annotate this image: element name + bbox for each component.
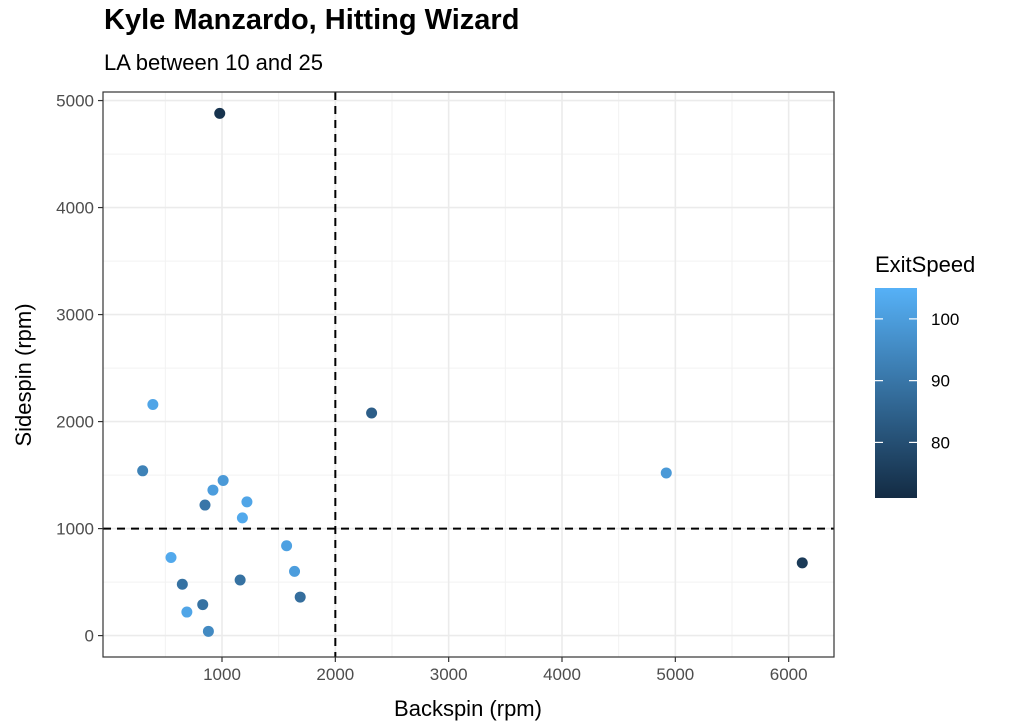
data-point bbox=[207, 484, 219, 496]
x-axis-title: Backspin (rpm) bbox=[394, 696, 542, 721]
x-tick-label: 4000 bbox=[543, 665, 581, 684]
data-point bbox=[197, 599, 209, 611]
plot-border bbox=[102, 91, 835, 658]
data-point bbox=[294, 591, 306, 603]
x-tick-label: 2000 bbox=[316, 665, 354, 684]
legend: ExitSpeed 80 90 100 bbox=[875, 252, 975, 498]
y-tick-label: 0 bbox=[85, 627, 94, 646]
legend-tick-label: 90 bbox=[931, 372, 950, 391]
y-tick-label: 3000 bbox=[56, 306, 94, 325]
legend-tick-label: 100 bbox=[931, 310, 959, 329]
data-point bbox=[147, 398, 159, 410]
y-axis-title: Sidespin (rpm) bbox=[11, 303, 36, 446]
grid-minor bbox=[103, 92, 834, 657]
x-axis-ticks: 1000 2000 3000 4000 5000 6000 bbox=[203, 657, 808, 684]
data-point bbox=[234, 574, 246, 586]
data-point bbox=[214, 107, 226, 119]
x-tick-label: 6000 bbox=[770, 665, 808, 684]
y-tick-label: 4000 bbox=[56, 199, 94, 218]
y-tick-label: 1000 bbox=[56, 520, 94, 539]
data-point bbox=[660, 467, 672, 479]
y-tick-label: 2000 bbox=[56, 413, 94, 432]
x-tick-label: 1000 bbox=[203, 665, 241, 684]
data-point bbox=[236, 512, 248, 524]
legend-colorbar bbox=[875, 288, 917, 498]
chart-subtitle: LA between 10 and 25 bbox=[104, 50, 323, 75]
y-tick-label: 5000 bbox=[56, 92, 94, 111]
data-points bbox=[137, 107, 808, 637]
reference-lines bbox=[103, 92, 834, 657]
data-point bbox=[281, 540, 293, 552]
plot-panel bbox=[103, 92, 834, 657]
data-point bbox=[217, 474, 229, 486]
data-point bbox=[796, 557, 808, 569]
chart-title: Kyle Manzardo, Hitting Wizard bbox=[104, 4, 520, 36]
data-point bbox=[366, 407, 378, 419]
data-point bbox=[176, 578, 188, 590]
data-point bbox=[199, 499, 211, 511]
x-tick-label: 5000 bbox=[656, 665, 694, 684]
data-point bbox=[181, 606, 193, 618]
x-tick-label: 3000 bbox=[430, 665, 468, 684]
data-point bbox=[165, 551, 177, 563]
data-point bbox=[289, 565, 301, 577]
data-point bbox=[241, 496, 253, 508]
legend-tick-label: 80 bbox=[931, 433, 950, 452]
y-axis-ticks: 0 1000 2000 3000 4000 5000 bbox=[56, 92, 103, 646]
data-point bbox=[202, 625, 214, 637]
legend-title: ExitSpeed bbox=[875, 252, 975, 277]
data-point bbox=[137, 465, 149, 477]
legend-ticks: 80 90 100 bbox=[875, 310, 959, 452]
